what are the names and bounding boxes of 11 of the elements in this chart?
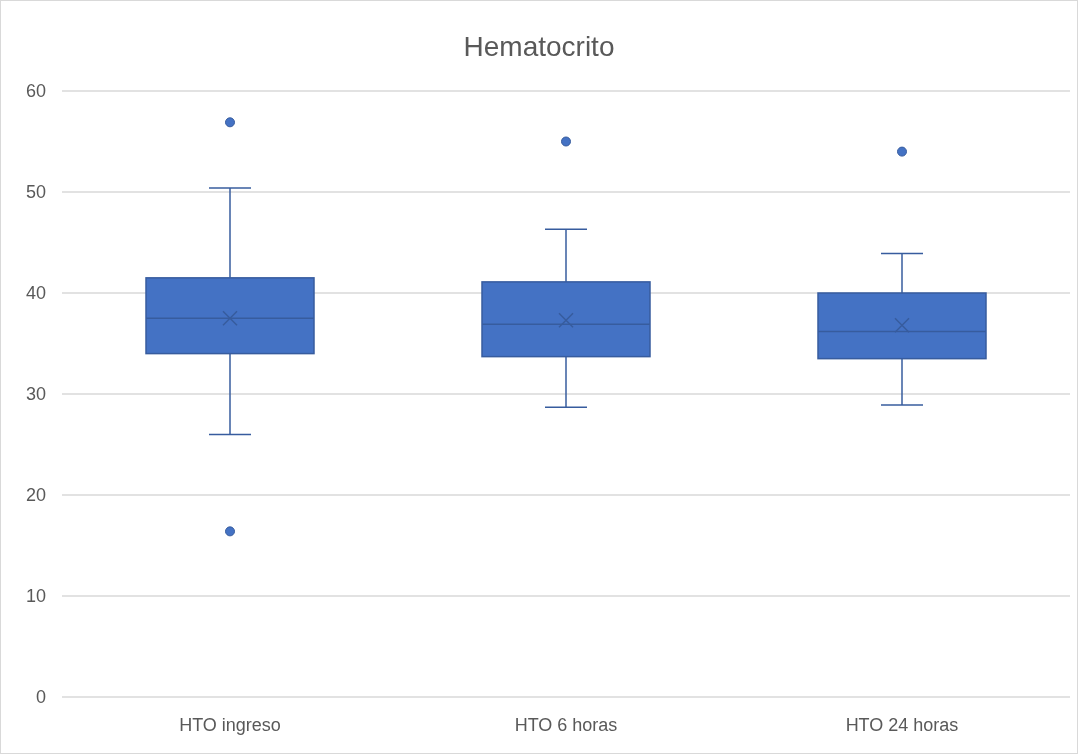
y-tick-label: 60 — [25, 81, 46, 102]
y-tick-label: 0 — [35, 687, 46, 708]
y-tick-label: 50 — [25, 182, 46, 203]
y-tick-label: 10 — [25, 586, 46, 607]
y-tick-label: 40 — [25, 283, 46, 304]
y-tick-label: 20 — [25, 485, 46, 506]
x-tick-label: HTO ingreso — [179, 715, 281, 735]
chart-title: Hematocrito — [463, 31, 615, 62]
x-tick-label: HTO 6 horas — [514, 715, 618, 735]
y-tick-label: 30 — [25, 384, 46, 405]
x-tick-label: HTO 24 horas — [845, 715, 959, 735]
